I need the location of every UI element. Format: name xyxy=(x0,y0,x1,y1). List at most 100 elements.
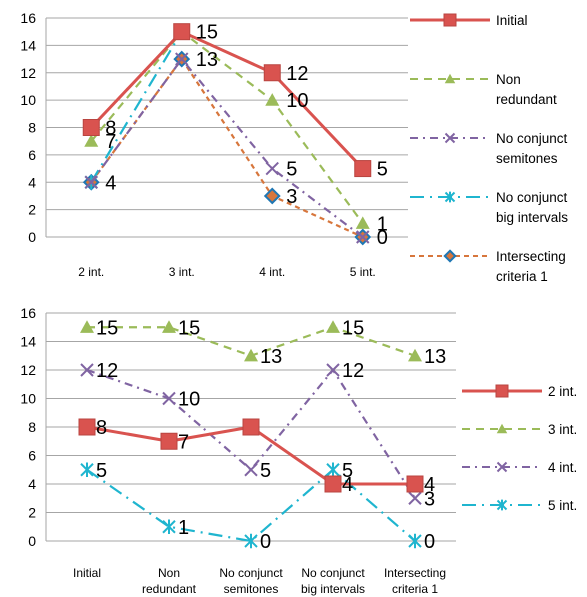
data-point xyxy=(160,432,178,450)
data-point xyxy=(82,119,100,136)
series-line xyxy=(90,30,364,170)
legend-label: No conjunct semitones xyxy=(496,131,568,166)
series-2-int- xyxy=(78,418,424,493)
data-point xyxy=(162,320,176,333)
data-point xyxy=(326,363,340,377)
legend-label: 5 int. xyxy=(548,498,577,513)
data-point xyxy=(173,23,191,41)
data-label: 10 xyxy=(286,90,308,112)
data-label: 3 xyxy=(286,186,297,208)
data-point xyxy=(78,418,96,436)
series-line xyxy=(90,30,364,183)
data-label: 15 xyxy=(196,22,218,44)
data-point xyxy=(406,475,424,493)
data-label: 4 xyxy=(342,474,353,496)
x-tick-label: Intersecting criteria 1 xyxy=(384,566,446,596)
series-3-int- xyxy=(80,320,422,362)
legend-marker xyxy=(495,384,509,398)
legend-label: Intersecting criteria 1 xyxy=(496,249,566,284)
data-point xyxy=(356,230,370,244)
x-tick-label: Initial xyxy=(73,566,101,580)
y-tick-label: 2 xyxy=(28,202,36,218)
data-label: 13 xyxy=(196,49,218,71)
legend-label: No conjunct big intervals xyxy=(496,190,568,225)
data-label: 1 xyxy=(377,213,388,235)
y-tick-label: 12 xyxy=(20,65,36,81)
data-point xyxy=(408,533,422,549)
data-point xyxy=(263,64,281,82)
y-tick-label: 10 xyxy=(20,391,36,407)
legend-item: Non redundant xyxy=(410,72,557,107)
x-tick-label: 4 int. xyxy=(259,265,285,279)
y-tick-label: 16 xyxy=(20,305,36,321)
legend-label: Non redundant xyxy=(496,72,557,107)
data-label: 4 xyxy=(424,474,435,496)
data-label: 8 xyxy=(96,417,107,439)
data-point xyxy=(408,348,422,362)
data-point xyxy=(244,348,258,362)
y-tick-label: 10 xyxy=(20,92,36,108)
data-point xyxy=(84,134,99,147)
x-tick-label: No conjunct semitones xyxy=(219,566,283,596)
y-tick-label: 6 xyxy=(28,448,36,464)
legend-marker xyxy=(444,73,456,84)
data-point xyxy=(244,533,258,549)
legend-item: 4 int. xyxy=(462,460,577,475)
data-point xyxy=(408,491,422,505)
data-point xyxy=(326,462,340,477)
y-tick-label: 4 xyxy=(28,174,36,190)
data-label: 12 xyxy=(286,63,308,85)
data-point xyxy=(80,320,94,333)
x-tick-label: Non redundant xyxy=(142,566,197,596)
series-4-int- xyxy=(80,363,422,505)
series-line xyxy=(86,468,416,543)
data-label: 15 xyxy=(342,317,364,339)
legend-marker xyxy=(443,13,457,27)
data-point xyxy=(84,175,98,189)
data-point xyxy=(244,463,258,477)
data-label: 5 xyxy=(260,460,271,482)
data-label: 12 xyxy=(96,360,118,382)
legend-label: 4 int. xyxy=(548,460,577,475)
y-tick-label: 8 xyxy=(28,120,36,136)
data-point xyxy=(263,187,281,205)
legend-item: Initial xyxy=(410,13,528,28)
x-tick-label: 3 int. xyxy=(169,265,195,279)
series-initial xyxy=(82,23,372,178)
legend-item: Intersecting criteria 1 xyxy=(410,249,566,284)
data-point xyxy=(326,320,340,333)
data-label: 10 xyxy=(178,389,200,411)
y-tick-label: 0 xyxy=(28,229,36,245)
data-point xyxy=(354,160,372,178)
legend-marker xyxy=(496,461,508,473)
legend-marker xyxy=(443,249,457,263)
series-no-conjunct-semitones xyxy=(84,52,370,244)
data-point xyxy=(80,363,94,377)
data-point xyxy=(162,391,176,406)
legend-marker xyxy=(444,132,456,144)
data-label: 7 xyxy=(105,131,116,153)
series-intersecting-criteria-1 xyxy=(82,50,372,246)
data-label: 0 xyxy=(377,227,388,249)
data-label: 5 xyxy=(96,460,107,482)
data-point xyxy=(265,93,280,106)
legend-item: No conjunct big intervals xyxy=(410,190,568,225)
data-label: 4 xyxy=(105,172,116,194)
data-point xyxy=(162,519,176,534)
data-point xyxy=(80,462,94,477)
y-tick-label: 12 xyxy=(20,362,36,378)
y-tick-label: 4 xyxy=(28,476,36,492)
data-label: 15 xyxy=(178,317,200,339)
data-point xyxy=(324,475,342,493)
legend-item: No conjunct semitones xyxy=(410,131,568,166)
data-label: 0 xyxy=(424,531,435,553)
series-line xyxy=(90,30,364,224)
y-tick-label: 14 xyxy=(20,334,36,350)
data-label: 5 xyxy=(377,159,388,181)
x-tick-label: 5 int. xyxy=(350,265,376,279)
data-label: 8 xyxy=(105,118,116,140)
series-line xyxy=(90,57,364,239)
data-label: 15 xyxy=(96,317,118,339)
